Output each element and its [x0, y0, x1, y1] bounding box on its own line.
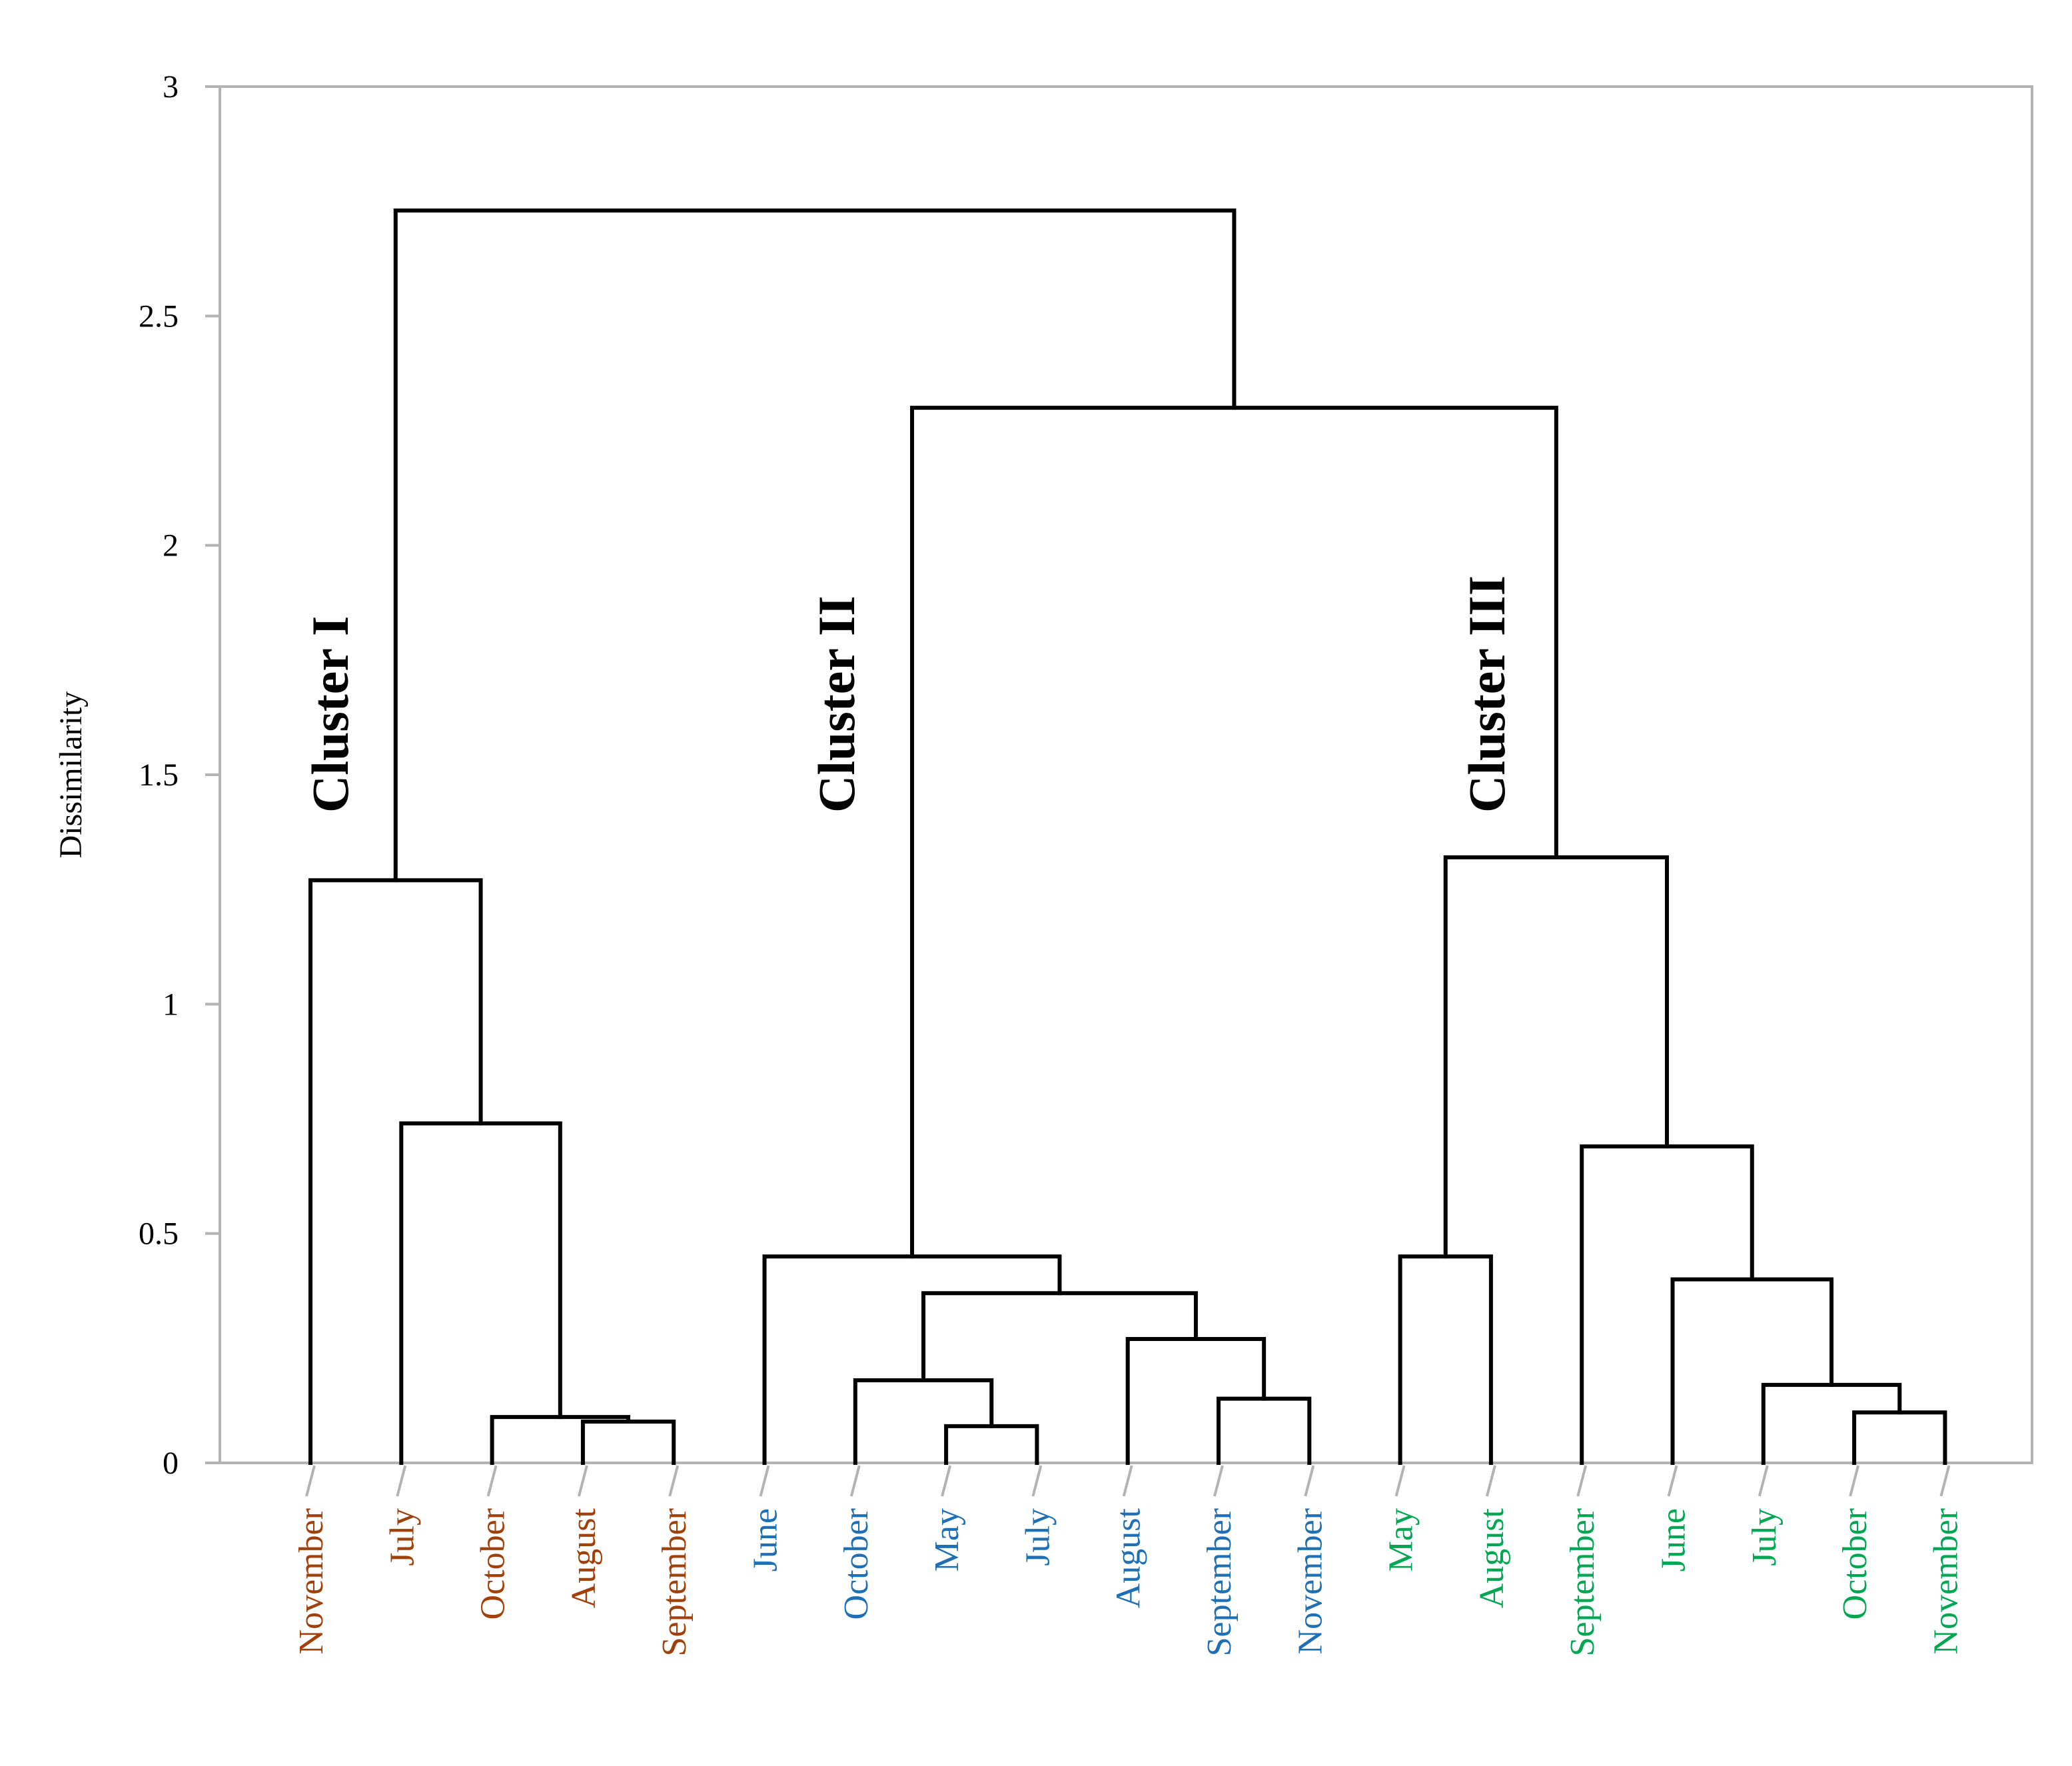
y-tick-label: 0	[163, 1446, 179, 1481]
leaf-label: July	[383, 1508, 421, 1566]
leaf-tick	[941, 1465, 952, 1497]
leaf-tick	[1213, 1465, 1224, 1497]
y-tick-label: 0.5	[139, 1216, 179, 1252]
leaf-tick	[486, 1465, 498, 1497]
leaf-label: May	[1382, 1508, 1420, 1571]
leaf-tick	[577, 1465, 588, 1497]
cluster-label: Cluster II	[807, 596, 865, 813]
leaf-tick	[1031, 1465, 1043, 1497]
leaf-label: May	[928, 1508, 966, 1571]
leaf-tick	[396, 1465, 407, 1497]
leaf-tick	[1304, 1465, 1315, 1497]
leaf-label: October	[474, 1508, 512, 1619]
leaf-labels: November July October August September June Oc…	[292, 1508, 1965, 1656]
leaf-label: October	[837, 1508, 875, 1619]
y-tick-label: 1	[163, 987, 179, 1022]
leaf-label: September	[656, 1508, 694, 1656]
leaf-label: August	[1473, 1508, 1511, 1608]
leaf-label: June	[747, 1508, 785, 1571]
leaf-tick	[759, 1465, 770, 1497]
leaf-tick	[668, 1465, 680, 1497]
leaf-label: July	[1019, 1508, 1057, 1566]
y-axis: 0 0.5 1 1.5 2 2.5 3	[139, 69, 220, 1481]
y-tick-label: 2	[163, 528, 179, 564]
leaf-tick	[849, 1465, 861, 1497]
leaf-tick	[1576, 1465, 1588, 1497]
leaf-label: September	[1564, 1508, 1602, 1656]
leaf-ticks	[305, 1465, 1951, 1497]
leaf-tick	[1122, 1465, 1133, 1497]
dendrogram-links	[308, 208, 1947, 1465]
leaf-label: November	[1927, 1508, 1965, 1654]
leaf-tick	[1939, 1465, 1951, 1497]
leaf-label: September	[1201, 1508, 1239, 1656]
leaf-tick	[305, 1465, 316, 1497]
leaf-label: August	[1110, 1508, 1148, 1608]
leaf-label: July	[1746, 1508, 1784, 1566]
cluster-label: Cluster I	[301, 616, 359, 813]
leaf-tick	[1667, 1465, 1678, 1497]
cluster-label: Cluster III	[1458, 576, 1516, 813]
leaf-label: June	[1655, 1508, 1693, 1571]
leaf-label: August	[565, 1508, 603, 1608]
dendrogram-link	[393, 208, 1237, 883]
y-tick-label: 3	[163, 69, 179, 105]
leaf-label: November	[1291, 1508, 1329, 1654]
leaf-label: October	[1836, 1508, 1874, 1619]
y-tick-label: 1.5	[139, 757, 179, 793]
leaf-tick	[1849, 1465, 1860, 1497]
cluster-labels: Cluster I Cluster II Cluster III	[301, 576, 1516, 813]
y-axis-title: Dissimilarity	[53, 691, 89, 859]
y-tick-label: 2.5	[139, 298, 179, 334]
leaf-label: November	[292, 1508, 330, 1654]
leaf-tick	[1394, 1465, 1406, 1497]
leaf-tick	[1485, 1465, 1496, 1497]
leaf-tick	[1758, 1465, 1769, 1497]
